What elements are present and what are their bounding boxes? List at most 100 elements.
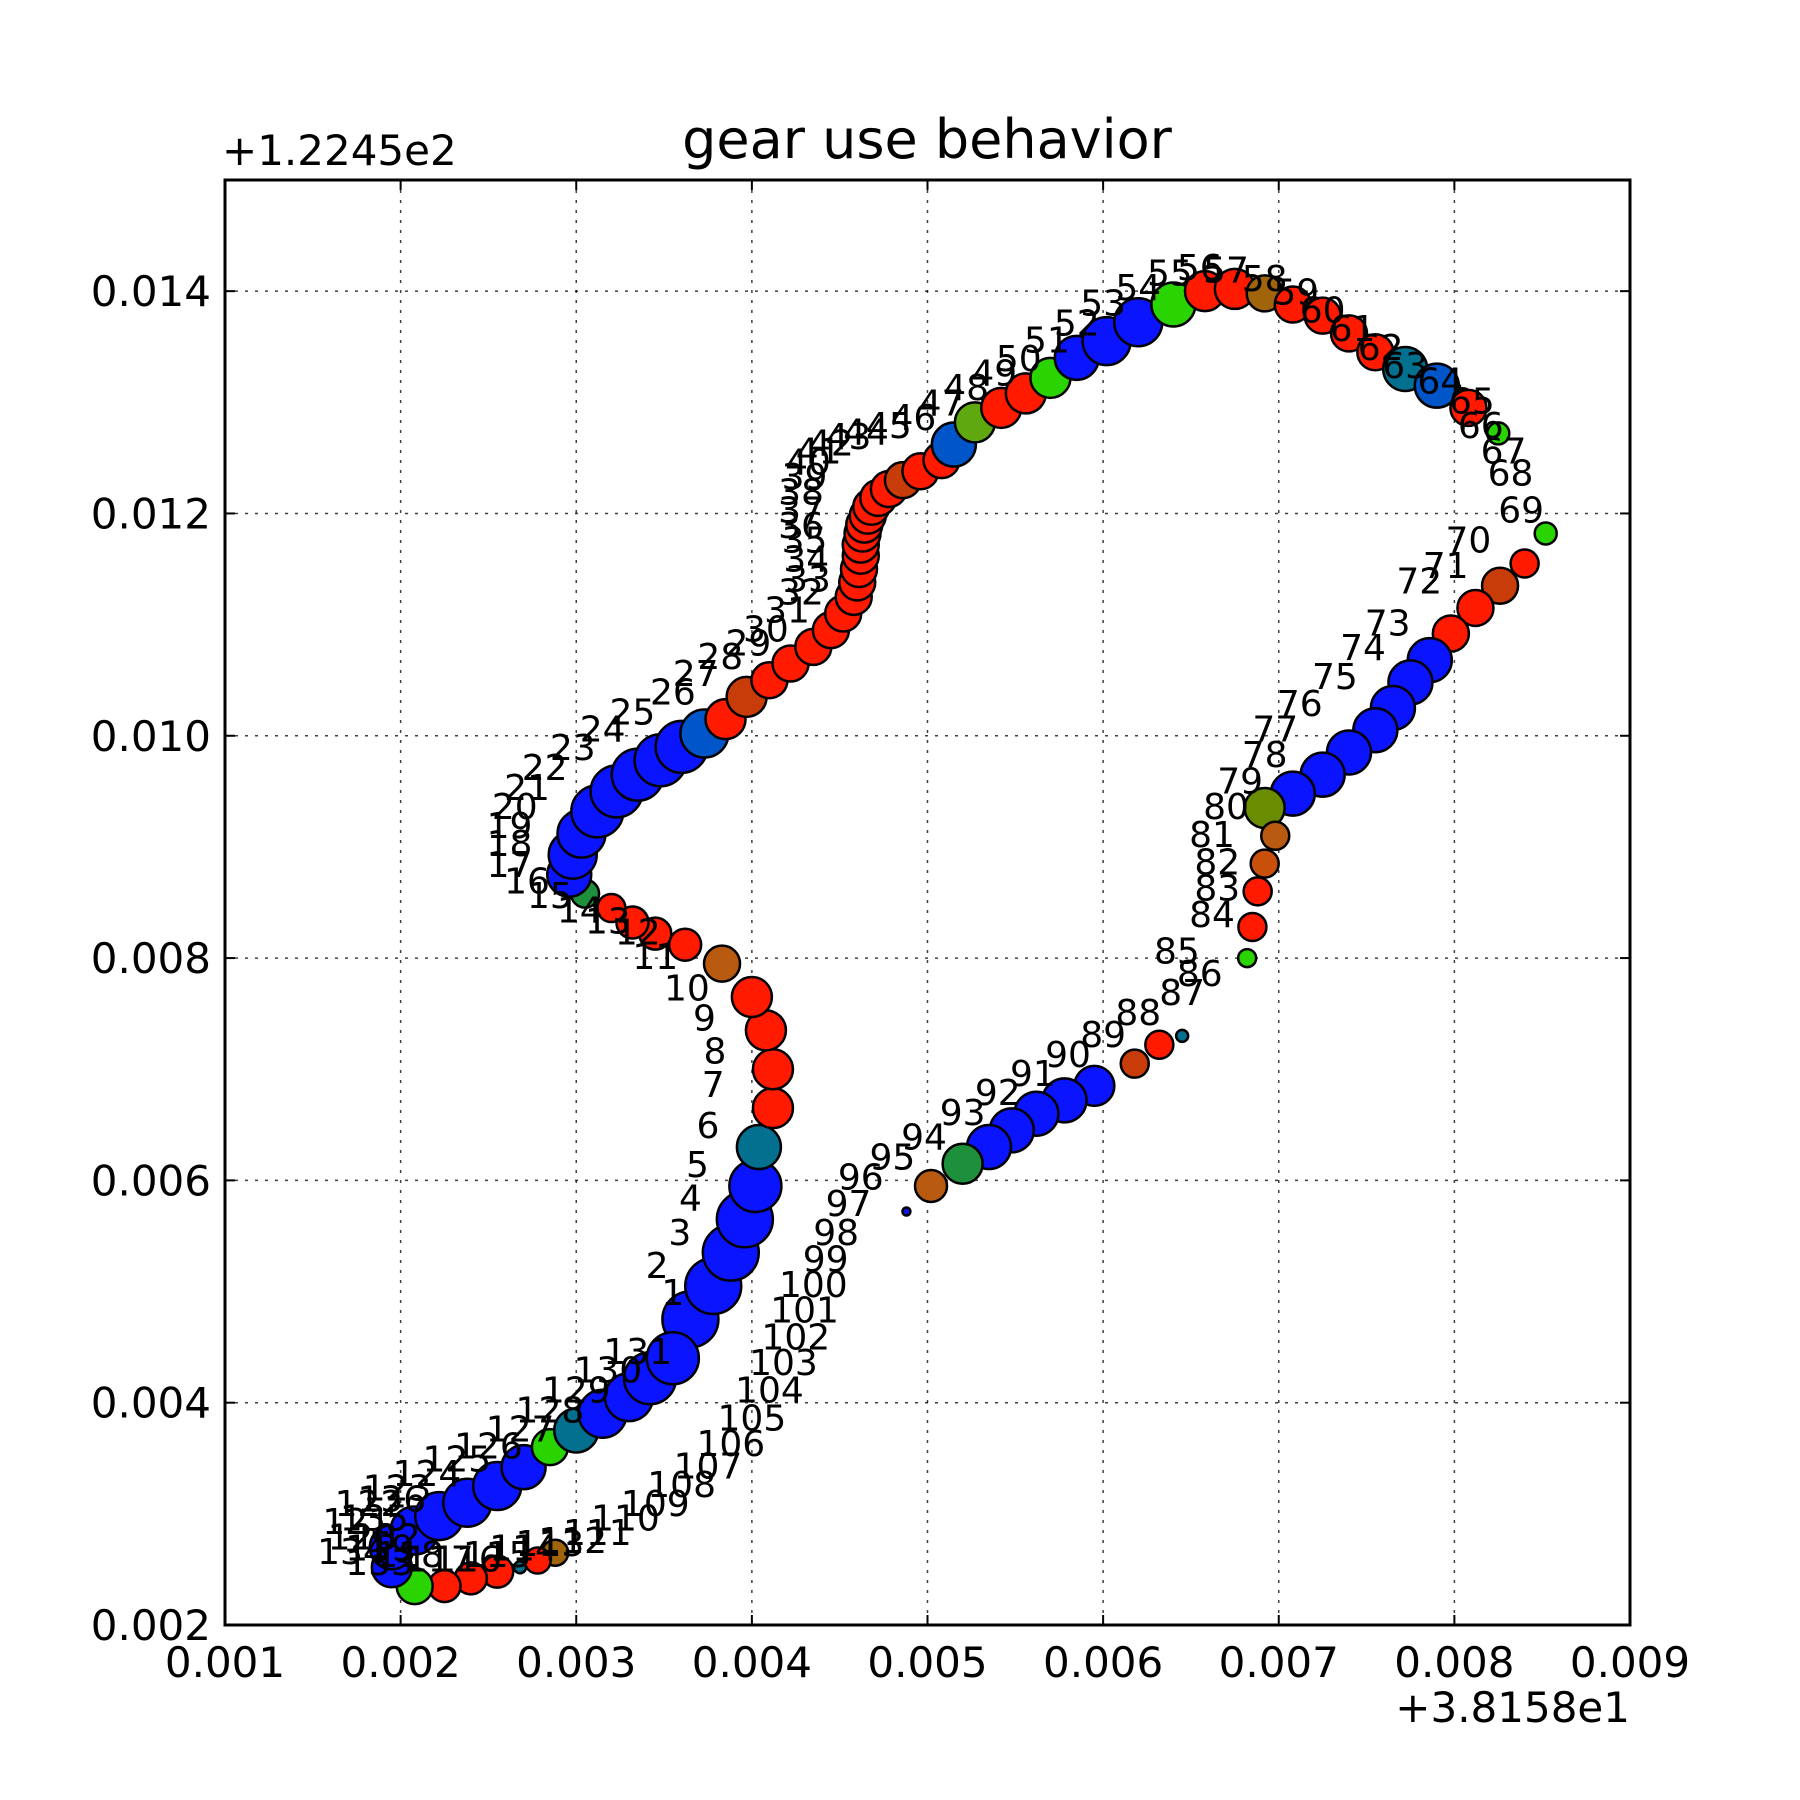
y-tick-label: 0.014 xyxy=(91,267,211,316)
point-label: 119 xyxy=(345,1529,414,1570)
point-label: 114 xyxy=(489,1529,558,1570)
point-label: 112 xyxy=(538,1521,607,1562)
data-point-85 xyxy=(1174,1028,1190,1044)
point-label: 117 xyxy=(405,1540,474,1581)
data-point-15 xyxy=(596,892,627,924)
chart-title: gear use behavior xyxy=(682,108,1173,171)
point-label: 49 xyxy=(971,354,1017,395)
point-label: 110 xyxy=(591,1499,660,1540)
data-point-95 xyxy=(901,1206,912,1217)
point-label: 23 xyxy=(550,728,596,769)
point-label: 97 xyxy=(826,1184,872,1225)
point-label: 29 xyxy=(725,624,771,665)
point-label: 58 xyxy=(1242,259,1288,300)
annotation-layer: 1234567891011121314151617181920212223242… xyxy=(317,248,1544,1584)
data-point-80 xyxy=(1259,820,1291,852)
data-point-70 xyxy=(1456,588,1495,628)
point-label: 34 xyxy=(783,539,829,580)
point-label: 82 xyxy=(1194,843,1240,884)
point-label: 42 xyxy=(808,424,854,465)
point-label: 69 xyxy=(1498,490,1544,531)
data-point-8 xyxy=(751,1047,795,1091)
point-label: 101 xyxy=(770,1291,839,1332)
point-label: 51 xyxy=(1024,320,1070,361)
point-label: 115 xyxy=(463,1535,532,1576)
point-label: 67 xyxy=(1481,431,1527,472)
y-tick-label: 0.010 xyxy=(91,712,211,761)
data-point-97 xyxy=(523,1546,552,1575)
y-tick-label: 0.002 xyxy=(91,1601,211,1650)
point-label: 123 xyxy=(363,1469,432,1510)
point-label: 128 xyxy=(516,1391,585,1432)
point-label: 4 xyxy=(679,1178,702,1219)
points-layer xyxy=(368,267,1558,1606)
point-label: 39 xyxy=(782,457,828,498)
point-label: 62 xyxy=(1358,328,1404,369)
point-label: 81 xyxy=(1189,815,1235,856)
point-label: 95 xyxy=(869,1137,915,1178)
point-label: 126 xyxy=(454,1426,523,1467)
point-label: 75 xyxy=(1312,657,1358,698)
point-label: 9 xyxy=(693,998,716,1039)
x-offset-label: +3.8158e1 xyxy=(1395,1683,1630,1732)
point-label: 10 xyxy=(664,968,710,1009)
point-label: 63 xyxy=(1382,346,1428,387)
point-label: 43 xyxy=(826,417,872,458)
data-point-61 xyxy=(1329,314,1369,353)
point-label: 73 xyxy=(1365,604,1411,645)
point-label: 50 xyxy=(996,339,1042,380)
point-label: 64 xyxy=(1417,361,1463,402)
x-tick-label: 0.004 xyxy=(692,1638,812,1687)
point-label: 27 xyxy=(673,654,719,695)
point-label: 92 xyxy=(975,1073,1021,1114)
data-point-93 xyxy=(941,1142,984,1185)
point-label: 45 xyxy=(866,406,912,447)
point-label: 116 xyxy=(433,1540,502,1581)
point-label: 57 xyxy=(1203,250,1249,291)
data-point-60 xyxy=(1303,296,1342,335)
point-label: 131 xyxy=(603,1332,672,1373)
point-label: 85 xyxy=(1154,932,1200,973)
point-label: 21 xyxy=(504,768,550,809)
point-label: 109 xyxy=(621,1484,690,1525)
point-label: 72 xyxy=(1396,561,1442,602)
tick-layer: 0.001 0.002 0.003 0.004 0.005 0.006 0.007 0.008… xyxy=(91,180,1690,1687)
point-label: 38 xyxy=(778,473,824,514)
point-label: 26 xyxy=(650,673,696,714)
point-label: 52 xyxy=(1054,304,1100,345)
point-label: 30 xyxy=(743,609,789,650)
point-label: 132 xyxy=(352,1517,421,1558)
point-label: 61 xyxy=(1330,309,1376,350)
point-label: 11 xyxy=(632,937,678,978)
data-point-98 xyxy=(512,1559,528,1575)
point-label: 66 xyxy=(1458,406,1504,447)
point-label: 1 xyxy=(661,1273,684,1314)
point-label: 84 xyxy=(1189,895,1235,936)
point-label: 79 xyxy=(1217,762,1263,803)
x-tick-label: 0.008 xyxy=(1394,1638,1514,1687)
point-label: 105 xyxy=(718,1398,787,1439)
point-label: 104 xyxy=(735,1371,804,1412)
point-label: 111 xyxy=(563,1513,632,1554)
data-point-10 xyxy=(730,975,774,1019)
y-tick-label: 0.008 xyxy=(91,934,211,983)
point-label: 103 xyxy=(749,1343,818,1384)
point-label: 70 xyxy=(1446,520,1492,561)
point-label: 25 xyxy=(610,693,656,734)
point-label: 6 xyxy=(697,1106,720,1147)
point-label: 129 xyxy=(542,1371,611,1412)
y-tick-label: 0.012 xyxy=(91,489,211,538)
point-label: 78 xyxy=(1242,735,1288,776)
point-label: 40 xyxy=(785,443,831,484)
point-label: 68 xyxy=(1488,454,1534,495)
point-label: 87 xyxy=(1159,973,1205,1014)
point-label: 80 xyxy=(1203,787,1249,828)
data-point-6 xyxy=(735,1123,783,1171)
x-tick-label: 0.006 xyxy=(1043,1638,1163,1687)
point-label: 124 xyxy=(393,1454,462,1495)
point-label: 125 xyxy=(422,1440,491,1481)
data-point-65 xyxy=(1449,388,1488,428)
data-point-86 xyxy=(1144,1029,1175,1061)
point-label: 44 xyxy=(843,413,889,454)
point-label: 77 xyxy=(1252,709,1298,750)
